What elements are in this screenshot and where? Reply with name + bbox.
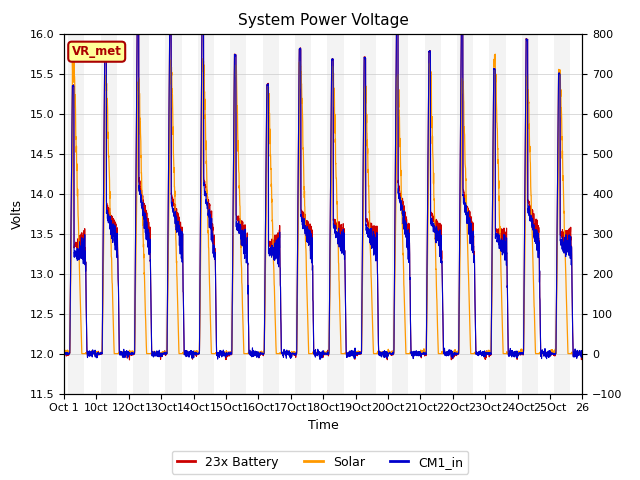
CM1_in: [500, 250, 508, 255]
Bar: [230, 34, 246, 394]
Bar: [262, 34, 279, 394]
Title: System Power Voltage: System Power Voltage: [238, 13, 408, 28]
Bar: [457, 34, 473, 394]
Solar: [435, 351, 443, 357]
23x Battery: [435, 222, 443, 228]
CM1_in: [166, 32, 174, 37]
23x Battery: [468, 228, 476, 234]
CM1_in: [435, 229, 443, 235]
CM1_in: [468, 240, 476, 245]
CM1_in: [390, 351, 397, 357]
23x Battery: [125, 357, 133, 363]
Bar: [295, 34, 311, 394]
CM1_in: [573, 350, 580, 356]
Solar: [60, 351, 68, 357]
Solar: [390, 350, 397, 356]
23x Battery: [166, 31, 174, 37]
23x Battery: [573, 350, 580, 356]
Bar: [198, 34, 214, 394]
Legend: 23x Battery, Solar, CM1_in: 23x Battery, Solar, CM1_in: [172, 451, 468, 474]
Y-axis label: Volts: Volts: [11, 199, 24, 228]
23x Battery: [390, 351, 397, 357]
Bar: [392, 34, 408, 394]
Bar: [424, 34, 441, 394]
CM1_in: [60, 350, 68, 356]
Solar: [492, 51, 499, 57]
CM1_in: [579, 354, 586, 360]
Solar: [166, 68, 174, 74]
CM1_in: [134, 15, 141, 21]
Bar: [522, 34, 538, 394]
Solar: [499, 351, 507, 357]
Solar: [579, 351, 586, 357]
23x Battery: [60, 348, 68, 354]
Line: Solar: Solar: [64, 54, 582, 354]
Text: VR_met: VR_met: [72, 45, 122, 58]
Bar: [100, 34, 117, 394]
Bar: [360, 34, 376, 394]
Bar: [328, 34, 344, 394]
Bar: [68, 34, 84, 394]
X-axis label: Time: Time: [308, 419, 339, 432]
Bar: [133, 34, 149, 394]
Bar: [490, 34, 506, 394]
CM1_in: [316, 357, 324, 362]
Solar: [468, 351, 476, 357]
Solar: [573, 351, 580, 357]
Bar: [554, 34, 570, 394]
23x Battery: [500, 239, 508, 245]
Line: CM1_in: CM1_in: [64, 18, 582, 360]
Bar: [165, 34, 182, 394]
23x Battery: [579, 356, 586, 361]
Line: 23x Battery: 23x Battery: [64, 18, 582, 360]
23x Battery: [134, 15, 141, 21]
